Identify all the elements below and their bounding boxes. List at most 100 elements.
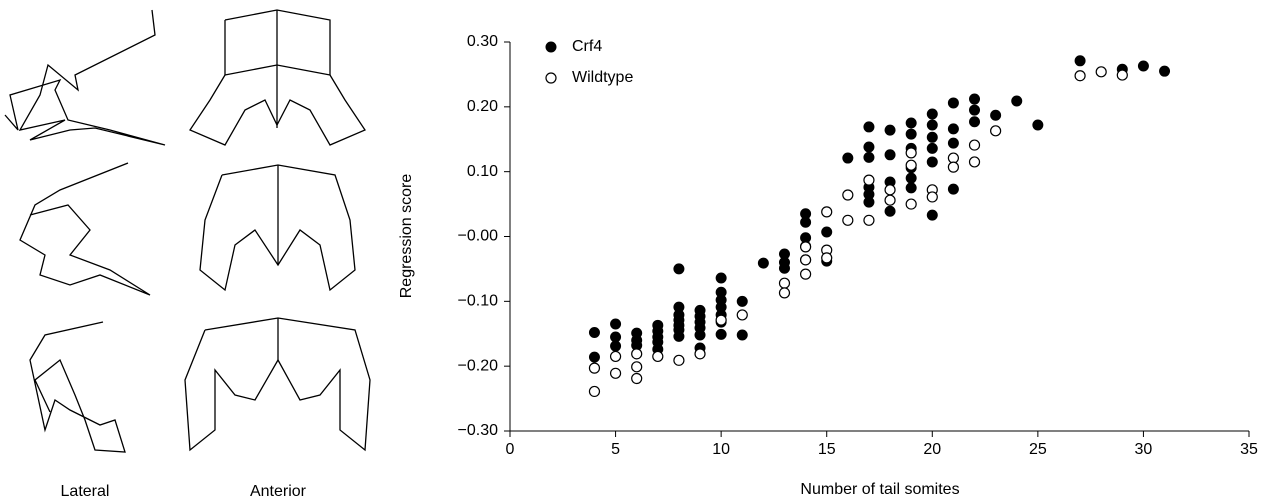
point [736,309,748,321]
legend-marker [545,41,557,53]
point [1074,55,1086,67]
point [694,348,706,360]
point [926,191,938,203]
point [1159,65,1171,77]
y-tick-label: −0.10 [458,293,499,310]
wireframes [4,9,371,453]
point [863,196,875,208]
y-tick-label: 0.20 [467,98,498,115]
point [1011,95,1023,107]
point [947,123,959,135]
point [778,277,791,289]
point [800,216,812,228]
point [694,329,706,341]
point [673,354,685,366]
point [1032,119,1044,131]
point [905,172,917,184]
point [905,182,917,194]
point [588,326,600,338]
panel-label: Lateral [61,483,110,500]
x-tick-label: 0 [506,441,515,458]
point [884,149,896,161]
point [968,156,981,168]
legend-label: Wildtype [572,69,633,86]
point [884,184,896,196]
point [821,206,833,218]
point [926,131,938,143]
point [926,119,938,131]
point [947,161,960,173]
point [631,372,643,385]
point [990,109,1002,121]
y-axis-label: Regression score [398,174,415,299]
point [884,205,896,217]
point [969,116,981,128]
point [631,348,643,360]
anterior-3 [184,317,371,452]
x-tick-label: 10 [712,441,730,458]
point [842,152,854,164]
legend-label: Crf4 [572,38,602,55]
point [610,340,622,352]
point [588,362,601,374]
y-tick-label: −0.30 [458,422,499,439]
point [778,262,790,274]
point [799,268,812,280]
point [863,214,875,226]
lateral-1 [4,9,166,146]
x-tick-label: 5 [611,441,620,458]
x-axis-label: Number of tail somites [800,481,959,498]
point [990,125,1002,137]
point [884,124,896,136]
y-tick-label: 0.10 [467,163,498,180]
point [947,97,959,109]
point [610,331,622,343]
point [715,314,727,326]
legend-marker [545,72,557,84]
point [926,209,938,221]
point [609,367,622,379]
point [863,121,875,133]
point [610,318,622,330]
point [863,141,875,153]
point [884,194,896,206]
point [673,263,685,275]
point [673,330,685,342]
point [1074,70,1086,82]
point [631,361,643,373]
point [736,329,748,341]
point [757,257,769,269]
point [905,198,917,210]
point [926,108,938,120]
point [609,350,622,363]
point [926,142,938,154]
x-tick-label: 30 [1135,441,1153,458]
point [821,226,833,238]
lateral-3 [29,321,126,453]
point [821,252,833,264]
lateral-2 [19,162,151,296]
point [905,128,917,140]
point [1137,60,1149,72]
point [863,151,875,163]
point [588,351,600,363]
point [905,117,917,129]
panel-label: Anterior [250,483,307,500]
point [715,272,727,284]
point [652,350,664,363]
point [968,139,981,151]
y-tick-label: −0.20 [458,357,499,374]
point [842,189,854,201]
point [905,159,917,171]
y-tick-label: −0.00 [458,228,499,245]
point [588,385,601,398]
point [799,254,812,266]
anterior-2 [199,164,356,292]
x-tick-label: 25 [1029,441,1047,458]
point [969,104,981,116]
point [842,214,854,226]
point [715,328,727,340]
point [905,147,917,159]
point [736,295,748,307]
